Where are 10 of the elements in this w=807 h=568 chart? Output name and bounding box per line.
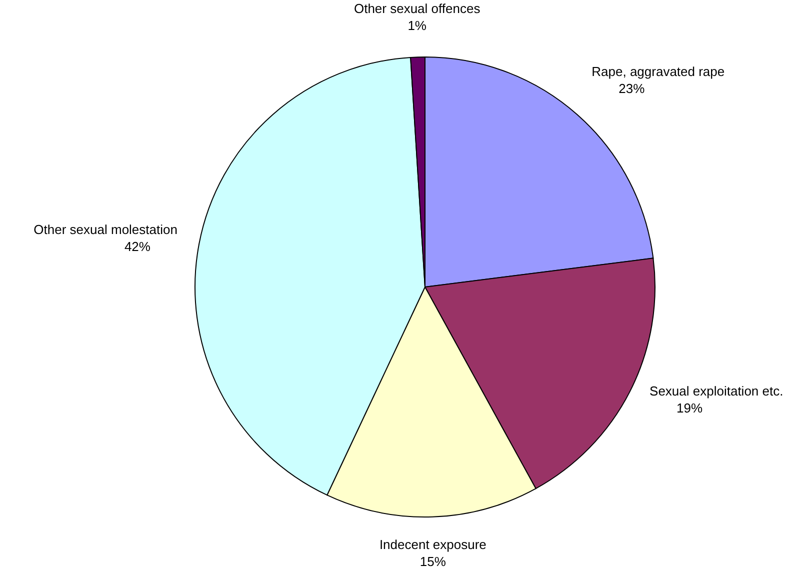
slice-label: Sexual exploitation etc. (650, 383, 784, 398)
data-label: 23% (618, 80, 646, 96)
slice-label: Indecent exposure (379, 536, 486, 552)
slice-label: Other sexual molestation (34, 222, 178, 237)
data-label: 15% (420, 554, 446, 568)
slice-label: Other sexual offences (354, 1, 481, 16)
slice-label: Rape, aggravated rape (592, 64, 725, 79)
data-label: 19% (676, 400, 703, 416)
data-label: 1% (408, 18, 427, 34)
data-label: 42% (124, 238, 151, 254)
